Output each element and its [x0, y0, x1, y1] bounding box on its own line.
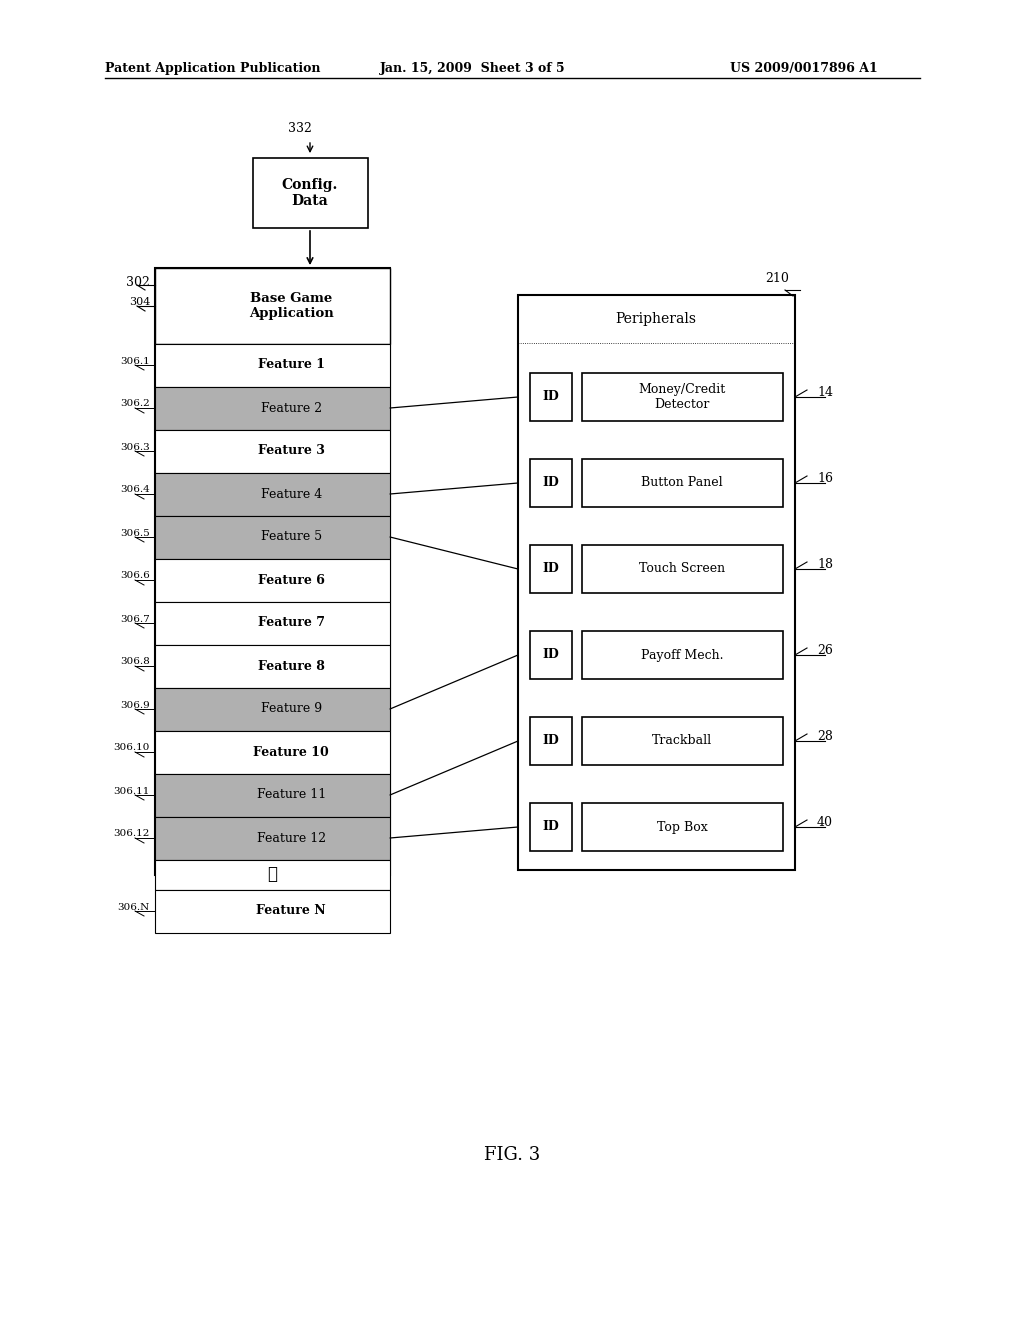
Text: Money/Credit
Detector: Money/Credit Detector: [638, 383, 726, 411]
Text: Feature 5: Feature 5: [261, 531, 322, 544]
Bar: [155, 890, 390, 933]
Bar: [155, 387, 390, 430]
Bar: [155, 516, 390, 558]
Text: 306.N: 306.N: [118, 903, 150, 912]
Bar: [530, 803, 572, 851]
Bar: [530, 374, 572, 421]
Text: 306.12: 306.12: [114, 829, 150, 838]
Text: Button Panel: Button Panel: [641, 477, 723, 490]
Text: ID: ID: [543, 477, 559, 490]
Bar: [155, 558, 390, 602]
Text: Patent Application Publication: Patent Application Publication: [105, 62, 321, 75]
Text: US 2009/0017896 A1: US 2009/0017896 A1: [730, 62, 878, 75]
Text: Payoff Mech.: Payoff Mech.: [641, 648, 723, 661]
Text: 306.2: 306.2: [120, 400, 150, 408]
Bar: [155, 430, 390, 473]
Text: 302: 302: [126, 276, 150, 289]
Text: 306.1: 306.1: [120, 356, 150, 366]
Text: Feature 1: Feature 1: [258, 359, 325, 371]
Text: 306.4: 306.4: [120, 486, 150, 495]
Text: Feature 4: Feature 4: [261, 487, 322, 500]
Bar: [155, 473, 390, 516]
Bar: [582, 545, 783, 593]
Text: 306.10: 306.10: [114, 743, 150, 752]
Text: 210: 210: [765, 272, 788, 285]
Bar: [155, 817, 390, 861]
Text: 306.3: 306.3: [120, 442, 150, 451]
Bar: [155, 602, 390, 645]
Text: 16: 16: [817, 473, 833, 486]
Text: ID: ID: [543, 391, 559, 404]
Bar: [582, 803, 783, 851]
Text: Peripherals: Peripherals: [615, 312, 696, 326]
Bar: [582, 374, 783, 421]
Text: ID: ID: [543, 562, 559, 576]
Text: 14: 14: [817, 387, 833, 400]
Text: 306.9: 306.9: [120, 701, 150, 710]
Bar: [155, 731, 390, 774]
Bar: [155, 645, 390, 688]
Text: 306.11: 306.11: [114, 787, 150, 796]
Text: Feature 9: Feature 9: [261, 702, 322, 715]
Text: Feature 6: Feature 6: [258, 573, 325, 586]
Text: 18: 18: [817, 558, 833, 572]
Text: Feature 10: Feature 10: [253, 746, 329, 759]
Bar: [582, 631, 783, 678]
Bar: [253, 158, 368, 228]
Text: ID: ID: [543, 648, 559, 661]
Text: Feature 7: Feature 7: [258, 616, 325, 630]
Text: 306.5: 306.5: [120, 528, 150, 537]
Text: Feature 11: Feature 11: [257, 788, 326, 801]
Text: ID: ID: [543, 734, 559, 747]
Bar: [582, 717, 783, 766]
Text: Feature N: Feature N: [256, 904, 326, 917]
Text: 26: 26: [817, 644, 833, 657]
Text: 40: 40: [817, 817, 833, 829]
Text: Touch Screen: Touch Screen: [639, 562, 725, 576]
Bar: [530, 717, 572, 766]
Bar: [155, 861, 390, 890]
Bar: [155, 268, 390, 345]
Text: Jan. 15, 2009  Sheet 3 of 5: Jan. 15, 2009 Sheet 3 of 5: [380, 62, 565, 75]
Text: 28: 28: [817, 730, 833, 743]
Text: Feature 3: Feature 3: [258, 445, 325, 458]
Text: Top Box: Top Box: [656, 821, 708, 833]
Text: ID: ID: [543, 821, 559, 833]
Text: Feature 2: Feature 2: [261, 401, 322, 414]
Bar: [530, 545, 572, 593]
Text: 306.6: 306.6: [120, 572, 150, 581]
Bar: [155, 345, 390, 387]
Text: 306.7: 306.7: [120, 615, 150, 623]
Text: 304: 304: [129, 297, 150, 308]
Bar: [155, 268, 390, 875]
Text: Trackball: Trackball: [652, 734, 712, 747]
Text: ⋮: ⋮: [267, 866, 278, 883]
Bar: [155, 688, 390, 731]
Bar: [155, 774, 390, 817]
Text: Feature 8: Feature 8: [258, 660, 325, 672]
Bar: [530, 631, 572, 678]
Text: Feature 12: Feature 12: [257, 832, 326, 845]
Text: FIG. 3: FIG. 3: [484, 1146, 540, 1164]
Bar: [582, 459, 783, 507]
Text: 332: 332: [288, 121, 312, 135]
Bar: [518, 294, 795, 870]
Text: Base Game
Application: Base Game Application: [249, 292, 334, 319]
Bar: [530, 459, 572, 507]
Text: 306.8: 306.8: [120, 657, 150, 667]
Text: Config.
Data: Config. Data: [282, 178, 338, 209]
